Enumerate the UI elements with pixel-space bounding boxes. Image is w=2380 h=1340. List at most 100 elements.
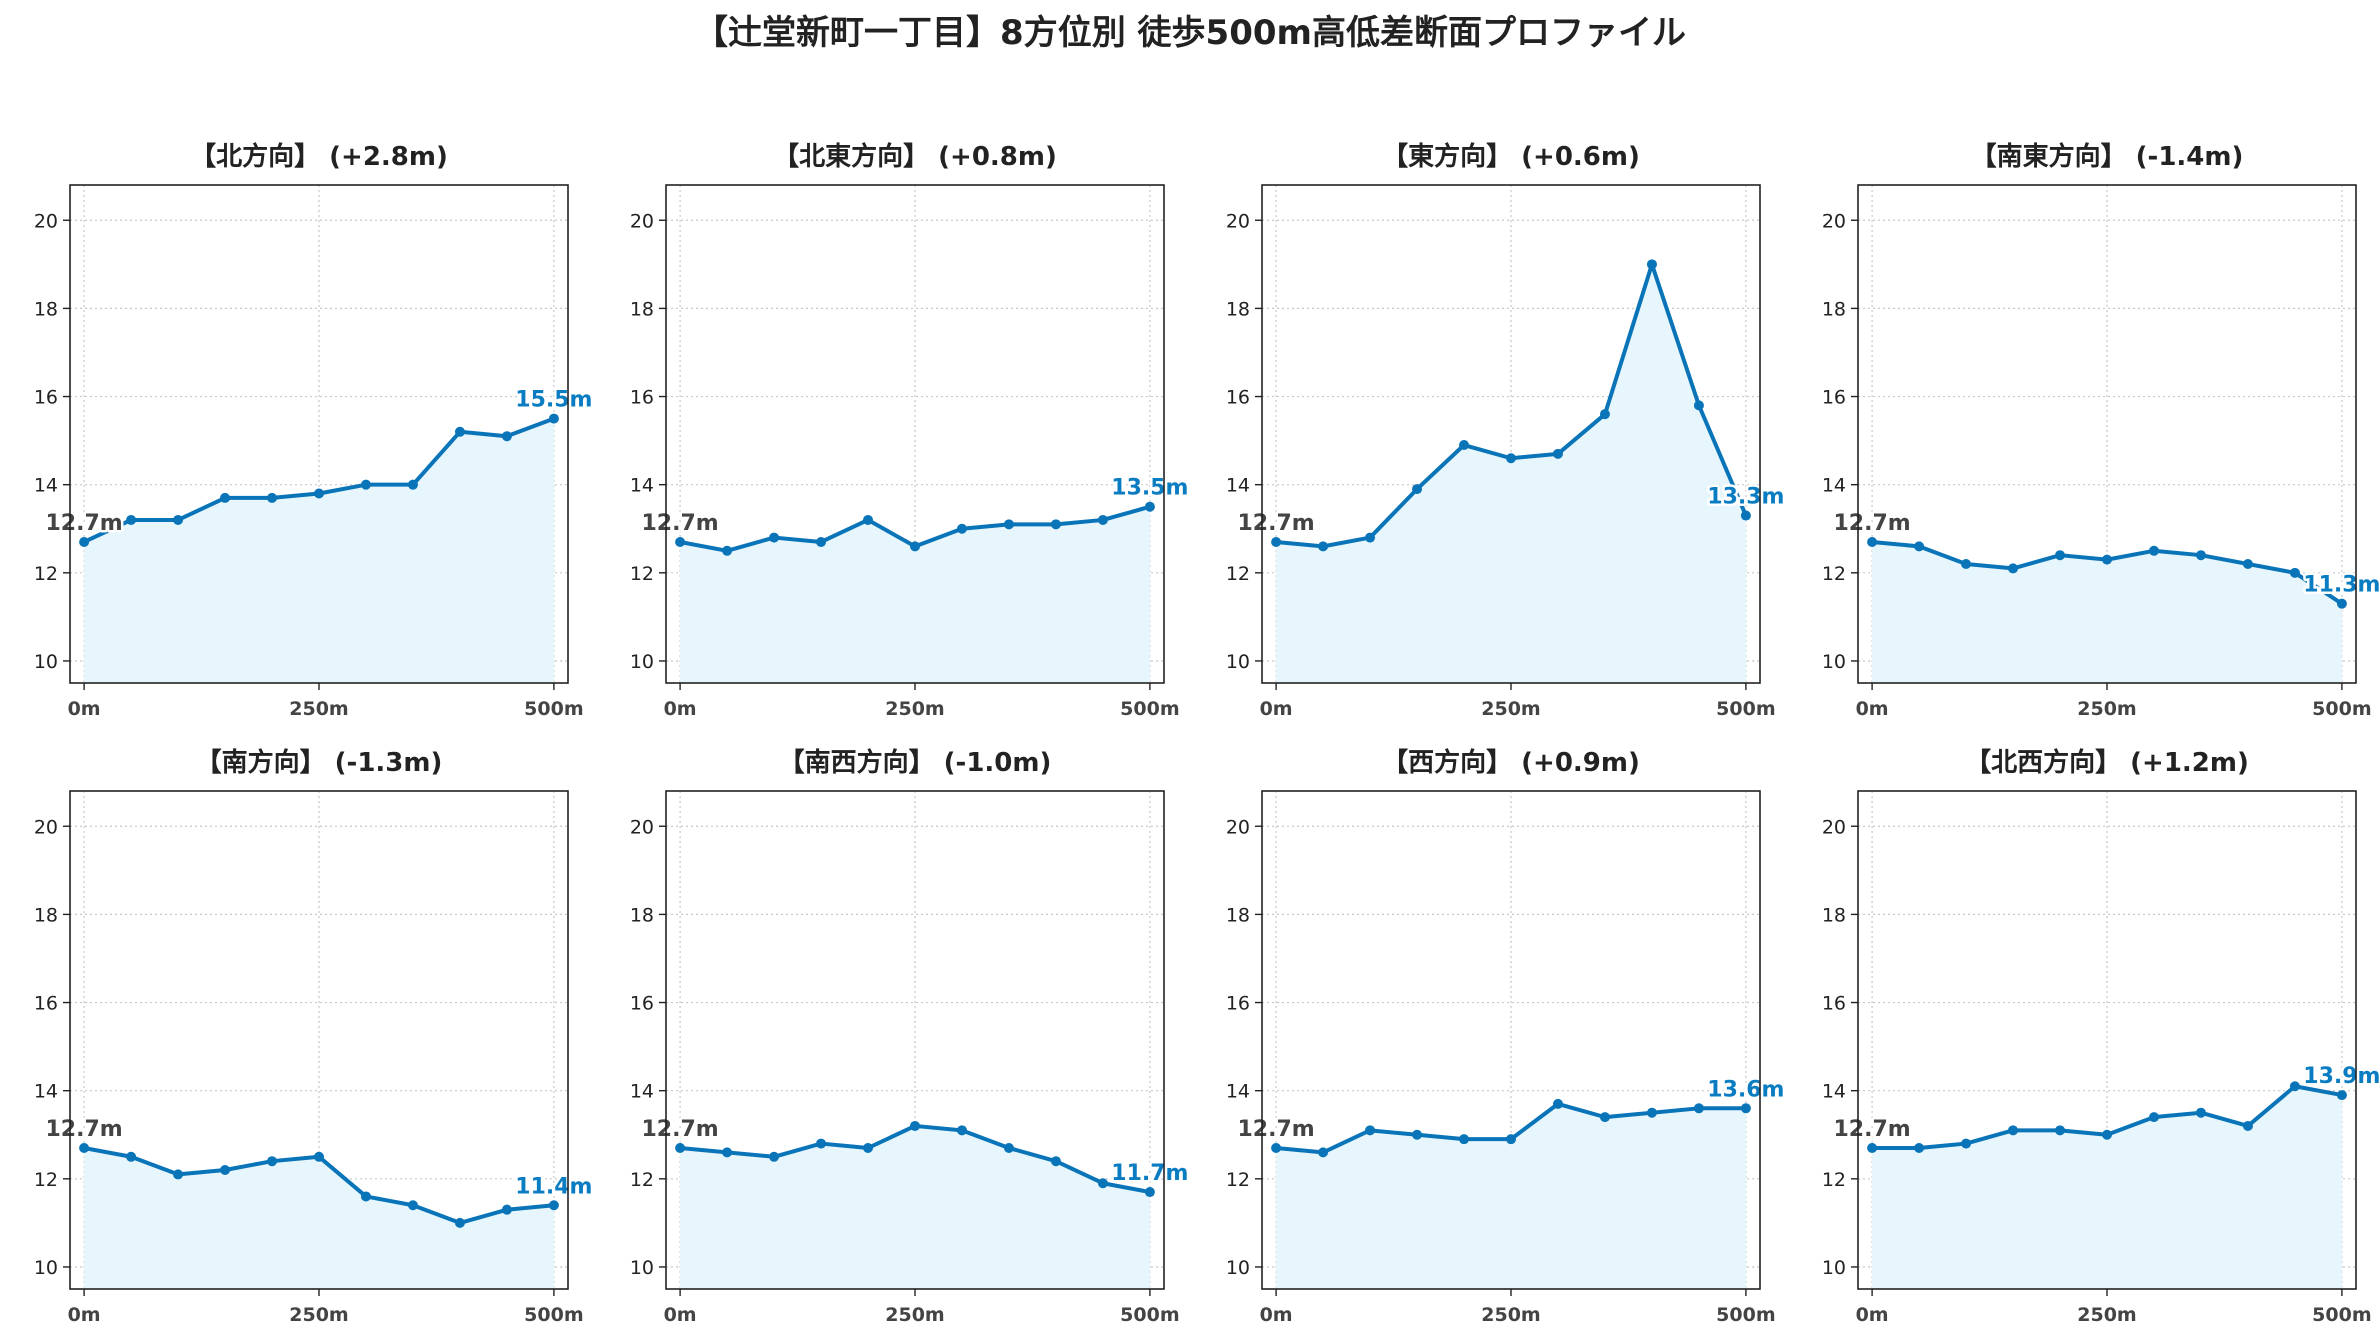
start-label: 12.7m [641, 511, 718, 536]
data-point [722, 1147, 733, 1158]
x-tick-label: 250m [885, 698, 944, 720]
data-point [2008, 1125, 2019, 1136]
data-point [1050, 519, 1061, 530]
panel-3: 【南東方向】 (-1.4m) 12.7m 11.3m 10 12 14 16 18 20 0m 25… [1822, 141, 2380, 720]
panel-title: 【北東方向】 (+0.8m) [773, 141, 1057, 172]
x-tick-label: 0m [68, 698, 101, 720]
profile-area [84, 418, 554, 683]
y-tick-label: 10 [1822, 651, 1846, 673]
data-point [79, 1142, 90, 1153]
data-point [1914, 541, 1925, 552]
x-tick-label: 500m [524, 698, 583, 720]
x-tick-label: 500m [2312, 1304, 2371, 1326]
data-point [1552, 448, 1563, 459]
data-point [1867, 536, 1878, 547]
y-tick-label: 16 [630, 993, 654, 1015]
data-point [454, 426, 465, 437]
data-point [220, 1165, 231, 1176]
panel-title: 【北方向】 (+2.8m) [190, 141, 448, 172]
data-point [1646, 1107, 1657, 1118]
data-point [314, 1151, 324, 1162]
data-point [1961, 559, 1972, 570]
y-tick-label: 20 [630, 816, 654, 838]
panel-5: 【南西方向】 (-1.0m) 12.7m 11.7m 10 12 14 16 18 20 0m 25… [630, 747, 1191, 1326]
y-tick-label: 18 [1822, 298, 1846, 320]
start-label: 12.7m [45, 1117, 122, 1142]
panels: 【北方向】 (+2.8m) 12.7m 15.5m 10 12 14 16 18 20 0m 250… [34, 141, 2380, 1326]
data-point [1552, 1098, 1563, 1109]
x-tick-label: 500m [1120, 698, 1179, 720]
data-point [454, 1217, 465, 1228]
x-tick-label: 250m [2077, 1304, 2136, 1326]
y-tick-label: 14 [34, 1081, 58, 1103]
panel-title: 【南東方向】 (-1.4m) [1971, 141, 2244, 172]
y-tick-label: 18 [34, 298, 58, 320]
data-point [126, 1151, 137, 1162]
data-point [1003, 519, 1014, 530]
start-label: 12.7m [1833, 1117, 1910, 1142]
data-point [675, 536, 686, 547]
data-point [1271, 1142, 1282, 1153]
y-tick-label: 14 [1226, 1081, 1250, 1103]
start-label: 12.7m [1237, 1117, 1314, 1142]
data-point [1003, 1142, 1014, 1153]
profile-area [680, 506, 1150, 683]
y-tick-label: 18 [34, 904, 58, 926]
end-label: 11.3m [2303, 573, 2380, 598]
y-tick-label: 12 [630, 1169, 654, 1191]
start-label: 12.7m [1237, 511, 1314, 536]
y-tick-label: 10 [34, 651, 58, 673]
y-tick-label: 12 [1822, 563, 1846, 585]
data-point [1740, 510, 1751, 521]
panel-4: 【南方向】 (-1.3m) 12.7m 11.4m 10 12 14 16 18 20 0m 250… [34, 747, 595, 1326]
y-tick-label: 10 [1822, 1257, 1846, 1279]
y-tick-label: 20 [1822, 816, 1846, 838]
y-tick-label: 16 [34, 993, 58, 1015]
data-point [2336, 598, 2347, 609]
data-point [816, 1138, 827, 1149]
end-label: 11.4m [515, 1174, 592, 1199]
data-point [1459, 1134, 1470, 1145]
x-tick-label: 500m [1716, 1304, 1775, 1326]
data-point [956, 1125, 967, 1136]
y-tick-label: 18 [1226, 904, 1250, 926]
x-tick-label: 250m [2077, 698, 2136, 720]
x-tick-label: 250m [1481, 1304, 1540, 1326]
data-point [407, 479, 418, 490]
end-label: 13.3m [1707, 485, 1784, 510]
x-tick-label: 250m [289, 698, 348, 720]
y-tick-label: 10 [630, 651, 654, 673]
data-point [2148, 1112, 2159, 1123]
data-point [2055, 1125, 2066, 1136]
y-tick-label: 16 [1226, 993, 1250, 1015]
panel-title: 【西方向】 (+0.9m) [1382, 747, 1640, 778]
data-point [173, 514, 184, 525]
data-point [548, 413, 559, 424]
end-label: 13.6m [1707, 1077, 1784, 1102]
data-point [1914, 1142, 1925, 1153]
y-tick-label: 14 [630, 1081, 654, 1103]
data-point [1144, 501, 1155, 512]
data-point [1459, 440, 1470, 451]
data-point [1050, 1156, 1061, 1167]
data-point [1506, 453, 1516, 464]
x-tick-label: 0m [1260, 698, 1293, 720]
y-tick-label: 12 [630, 563, 654, 585]
data-point [1646, 259, 1657, 270]
y-tick-label: 18 [630, 904, 654, 926]
y-tick-label: 20 [34, 210, 58, 232]
data-point [1599, 409, 1610, 420]
y-tick-label: 16 [1822, 993, 1846, 1015]
data-point [1693, 400, 1704, 411]
panel-7: 【北西方向】 (+1.2m) 12.7m 13.9m 10 12 14 16 18 20 0m 25… [1822, 747, 2380, 1326]
x-tick-label: 250m [1481, 698, 1540, 720]
y-tick-label: 20 [630, 210, 654, 232]
data-point [1412, 1129, 1423, 1140]
x-tick-label: 0m [664, 1304, 697, 1326]
data-point [501, 1204, 512, 1215]
y-tick-label: 20 [34, 816, 58, 838]
profile-area [1872, 541, 2342, 683]
x-tick-label: 250m [885, 1304, 944, 1326]
panel-title: 【南西方向】 (-1.0m) [779, 747, 1052, 778]
